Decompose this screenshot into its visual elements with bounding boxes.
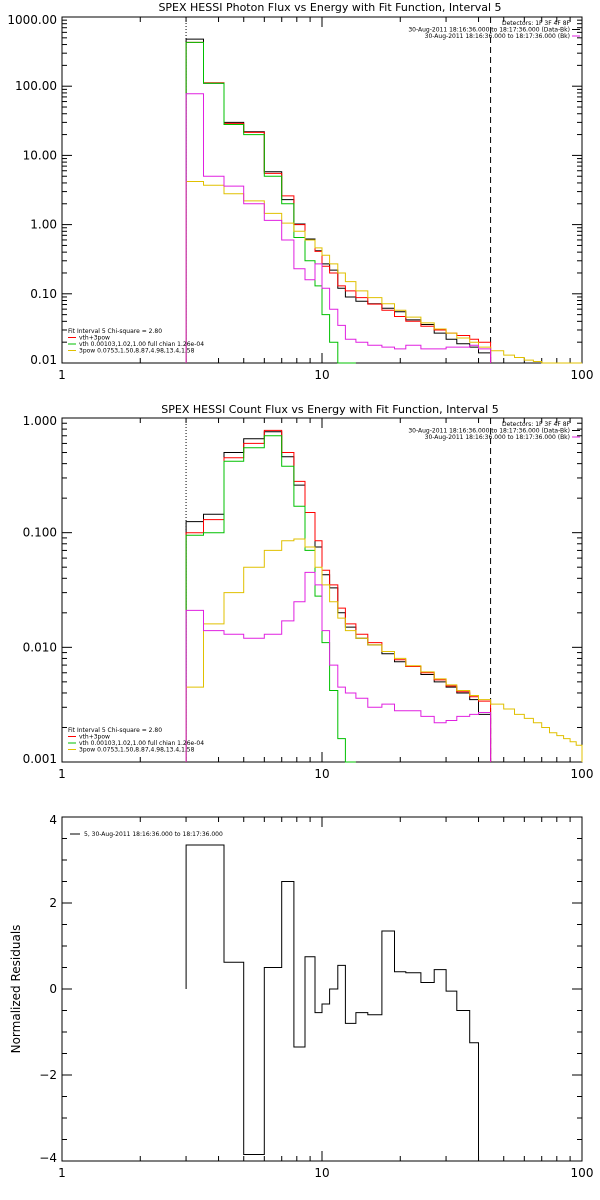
legend-entry: vth 0.00103,1.02,1.00 full chian 1.26e-0… — [79, 341, 204, 348]
count-flux-title: SPEX HESSI Count Flux vs Energy with Fit… — [161, 403, 498, 416]
y-tick-label: 1.00 — [30, 218, 57, 232]
y-tick-label: 0 — [49, 982, 57, 996]
y-tick-label: 0.10 — [30, 287, 57, 301]
series-3pow-line — [185, 538, 583, 762]
legend-entry: Detectors: 1F 3F 4F 8F — [502, 421, 571, 428]
x-tick-label: 100 — [571, 767, 594, 781]
legend-entry: Fit Interval 5 Chi-square = 2.80 — [68, 727, 162, 734]
residuals-ticks: 1 10 100 −4 −2 0 2 4 — [39, 813, 593, 1180]
y-tick-label: −2 — [39, 1068, 57, 1082]
residuals-series — [185, 844, 491, 1162]
x-tick-label: 10 — [314, 1166, 329, 1180]
legend-entry: 3pow 0.0753,1.50,8.87,4.98,13.4,1.58 — [79, 747, 195, 754]
y-tick-label: 0.01 — [30, 353, 57, 367]
y-tick-label: 2 — [49, 896, 57, 910]
legend-entry: Detectors: 1F 3F 4F 8F — [502, 20, 571, 27]
y-tick-label: 100.00 — [15, 79, 57, 93]
photon-flux-ticks: 1 10 100 0.01 0.10 1.00 10.00 100.00 1000.00 — [7, 13, 593, 382]
y-tick-label: 10.00 — [23, 148, 57, 162]
legend-entry: 30-Aug-2011 18:16:36.000 to 18:17:36.000… — [425, 33, 570, 40]
count-flux-ticks: 1 10 100 0.001 0.010 0.100 1.000 — [23, 414, 594, 781]
x-tick-label: 1 — [58, 1166, 66, 1180]
y-tick-label: 0.100 — [23, 526, 57, 540]
y-tick-label: 0.010 — [23, 640, 57, 654]
y-tick-label: 1000.00 — [7, 13, 57, 27]
y-tick-label: −4 — [39, 1151, 57, 1165]
series-5-30-aug-2011-18-16-36-000-to-18-17-36-000-line — [185, 844, 491, 1162]
residuals-y-axis-label: Normalized Residuals — [9, 925, 23, 1054]
count-flux-panel: SPEX HESSI Count Flux vs Energy with Fit… — [23, 403, 594, 781]
legend-entry: vth+3pow — [79, 335, 110, 342]
x-tick-label: 10 — [314, 767, 329, 781]
legend-entry: Fit Interval 5 Chi-square = 2.80 — [68, 328, 162, 335]
x-tick-label: 1 — [58, 368, 66, 382]
legend-entry: 5, 30-Aug-2011 18:16:36.000 to 18:17:36.… — [84, 831, 223, 838]
photon-flux-series — [185, 38, 582, 364]
count-flux-legend-bottom-left: Fit Interval 5 Chi-square = 2.80vth+3pow… — [68, 727, 204, 754]
x-tick-label: 10 — [314, 368, 329, 382]
series-bk-line — [185, 571, 492, 762]
x-tick-label: 100 — [571, 1166, 594, 1180]
y-tick-label: 0.001 — [23, 752, 57, 766]
legend-entry: 30-Aug-2011 18:16:36.000 to 18:17:36.000… — [408, 27, 570, 34]
legend-entry: vth 0.00103,1.02,1.00 full chian 1.26e-0… — [79, 740, 204, 747]
legend-entry: 30-Aug-2011 18:16:36.000 to 18:17:36.000… — [425, 434, 570, 441]
residuals-legend: 5, 30-Aug-2011 18:16:36.000 to 18:17:36.… — [70, 831, 223, 838]
count-flux-series — [185, 429, 583, 763]
y-tick-label: 1.000 — [23, 414, 57, 428]
series-bk-line — [185, 93, 492, 363]
photon-flux-title: SPEX HESSI Photon Flux vs Energy with Fi… — [158, 1, 501, 14]
photon-flux-panel: SPEX HESSI Photon Flux vs Energy with Fi… — [7, 1, 593, 382]
x-tick-label: 100 — [571, 368, 594, 382]
legend-entry: 30-Aug-2011 18:16:36.000 to 18:17:36.000… — [408, 428, 570, 435]
legend-entry: 3pow 0.0753,1.50,8.87,4.98,13.4,1.58 — [79, 348, 195, 355]
legend-entry: vth+3pow — [79, 734, 110, 741]
series-vth-line — [185, 435, 356, 763]
residuals-panel: Normalized Residuals 1 10 100 −4 −2 0 2 4 5, 30… — [9, 813, 593, 1180]
photon-flux-legend-bottom-left: Fit Interval 5 Chi-square = 2.80vth+3pow… — [68, 328, 204, 355]
y-tick-label: 4 — [49, 813, 57, 827]
x-tick-label: 1 — [58, 767, 66, 781]
series-vth-line — [185, 41, 356, 364]
